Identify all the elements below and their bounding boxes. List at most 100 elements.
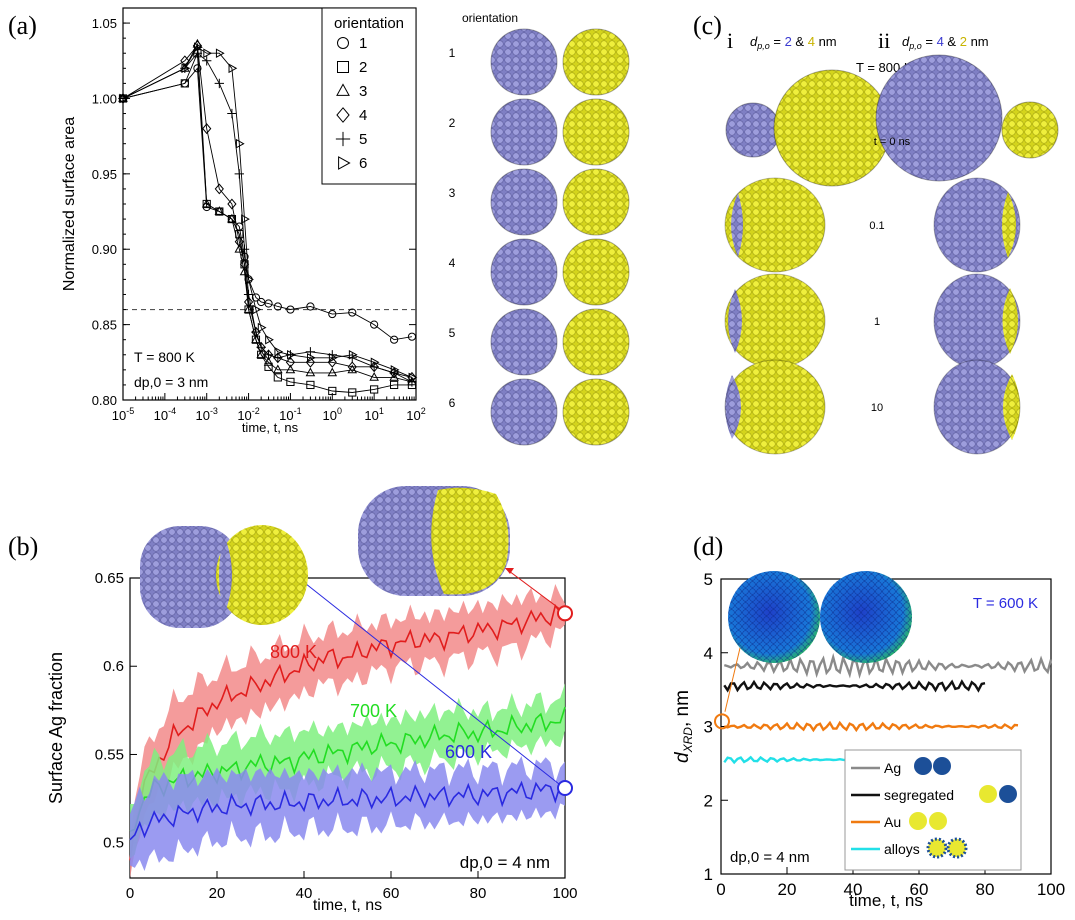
data-point (214, 206, 225, 215)
series-line (129, 706, 566, 833)
data-point (273, 364, 283, 374)
ag-icon (914, 757, 932, 775)
y-tick-label: 5 (704, 570, 713, 589)
x-tick-label: 100 (1037, 880, 1065, 899)
data-point (348, 308, 357, 317)
x-tick-label: 0 (716, 880, 725, 899)
legend-marker (337, 37, 349, 49)
au-surface-layer (1002, 192, 1016, 258)
x-tick-label: 10-3 (195, 406, 217, 423)
data-point (370, 385, 379, 394)
data-point (202, 123, 212, 135)
au-nanoparticle (562, 98, 630, 166)
data-point (241, 214, 250, 224)
x-tick-label: 10-5 (112, 406, 134, 423)
data-point (257, 322, 267, 333)
y-tick-label: 0.95 (92, 167, 117, 182)
time-label: 0.1 (869, 220, 884, 232)
col-ii-size: dp,o = 4 & 2 nm (902, 34, 989, 51)
annotation-diameter: dp,0 = 4 nm (460, 853, 550, 872)
data-point (390, 380, 399, 390)
data-point (328, 352, 338, 363)
sphere-outline (562, 238, 630, 306)
data-point (227, 213, 237, 223)
x-tick-label: 10-2 (237, 406, 259, 423)
sphere-body (563, 239, 629, 305)
data-point (273, 302, 282, 311)
data-point (263, 356, 274, 366)
sphere-outline (562, 28, 630, 96)
series-line (129, 780, 566, 841)
data-point (390, 365, 400, 375)
data-point (348, 349, 358, 360)
data-point (256, 349, 266, 359)
y-tick-label: 3 (704, 718, 713, 737)
legend-title: orientation (334, 15, 404, 32)
y-axis-label: dXRD, nm (672, 690, 695, 763)
small-au-particle (1001, 101, 1059, 159)
sphere-body (491, 99, 557, 165)
series-600K: 600 K (129, 742, 566, 871)
au-surface-layer (1002, 288, 1018, 354)
au-icon (909, 812, 927, 830)
particle-outline (724, 359, 826, 455)
ag-boundary (219, 535, 232, 615)
sphere-body (491, 309, 557, 375)
alloy-icon (926, 837, 948, 859)
au-icon (929, 812, 947, 830)
sphere-outline (562, 378, 630, 446)
data-point (194, 42, 203, 53)
series-segregated (723, 679, 986, 693)
data-point (239, 244, 250, 254)
data-point (252, 304, 262, 315)
arrow-600K (295, 575, 560, 785)
sphere-body (563, 29, 629, 95)
legend-box (321, 7, 417, 185)
snapshot-col-i (724, 273, 826, 369)
x-axis-label: time, t, ns (313, 897, 382, 914)
confidence-band (130, 756, 565, 871)
data-point (306, 302, 315, 311)
sphere-body (563, 379, 629, 445)
data-point (273, 373, 282, 382)
data-point (408, 372, 418, 383)
arrow-800K (504, 567, 560, 609)
x-axis-label: time, t, ns (242, 420, 299, 435)
ag-surface-layer (731, 193, 743, 257)
au-nanoparticle (562, 238, 630, 306)
sphere-outline (562, 98, 630, 166)
data-point (389, 372, 399, 381)
marker-600K-end (557, 780, 573, 796)
annotation-temperature: T = 800 K (134, 349, 196, 365)
y-tick-label: 0.90 (92, 242, 117, 257)
data-point (251, 293, 261, 302)
x-tick-label: 80 (470, 885, 487, 902)
inset-600K-particles (140, 525, 308, 628)
panel-b-letter: (b) (8, 532, 38, 561)
x-axis-label: time, t, ns (849, 891, 923, 910)
time-label: 10 (871, 402, 883, 414)
legend-entry: alloys (884, 841, 920, 857)
sphere-body (774, 70, 890, 186)
legend-entry: Au (884, 814, 901, 830)
series-label: 600 K (445, 742, 492, 762)
coalesced-ag-body (934, 274, 1020, 368)
panel-c-letter: (c) (693, 11, 722, 40)
legend-marker (338, 156, 351, 170)
y-axis-label: Normalized surface area (61, 117, 78, 291)
sphere-body (491, 169, 557, 235)
col-i-size: dp,o = 2 & 4 nm (750, 34, 837, 51)
sphere-body (563, 99, 629, 165)
x-tick-label: 80 (976, 880, 995, 899)
data-point (228, 63, 238, 74)
x-tick-label: 20 (209, 885, 226, 902)
legend-entry: Ag (884, 760, 901, 776)
data-point (201, 198, 212, 208)
large-au-particle (773, 69, 891, 187)
panel-a-legend: orientation 1 2 3 4 5 6 (321, 7, 417, 185)
ag-nanoparticle (490, 238, 558, 306)
orientation-numbers: 1 2 3 4 5 6 (449, 46, 456, 410)
data-point (328, 386, 337, 396)
particle-outline (933, 177, 1021, 273)
